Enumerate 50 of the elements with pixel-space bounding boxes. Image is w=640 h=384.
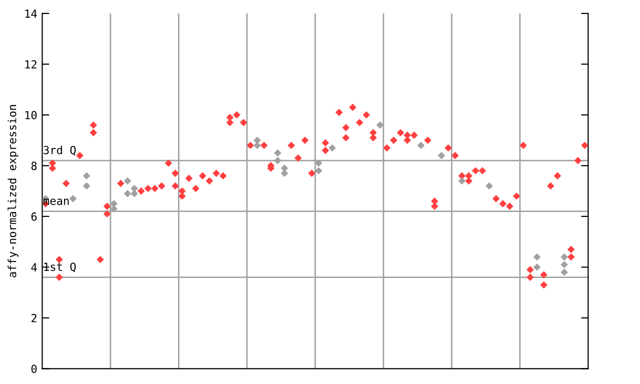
y-tick-label: 14 xyxy=(25,10,37,18)
point xyxy=(560,253,568,261)
y-tick-label: 12 xyxy=(25,60,36,68)
point xyxy=(110,205,118,212)
y-tick-label: 6 xyxy=(31,212,37,221)
point xyxy=(560,268,568,276)
point xyxy=(314,159,322,167)
point xyxy=(280,170,288,177)
y-tick-label: 8 xyxy=(31,162,37,170)
point xyxy=(82,182,90,190)
point xyxy=(370,134,377,142)
point xyxy=(56,274,63,281)
y-axis-title: affy-normalized expression xyxy=(8,105,18,278)
y-tick-label: 0 xyxy=(31,364,37,374)
point xyxy=(567,253,575,261)
point xyxy=(90,129,98,136)
point xyxy=(417,142,425,150)
point xyxy=(274,156,282,164)
point xyxy=(172,182,179,190)
point xyxy=(274,149,282,157)
point xyxy=(533,253,541,261)
point xyxy=(314,167,322,174)
point xyxy=(69,194,77,202)
point xyxy=(540,281,548,289)
y-tick-label: 4 xyxy=(31,263,37,272)
point xyxy=(560,260,568,268)
point xyxy=(48,159,56,167)
ref-line-label: mean xyxy=(44,198,69,206)
point xyxy=(533,263,541,271)
point xyxy=(486,182,493,190)
point xyxy=(254,142,261,150)
point xyxy=(124,177,132,185)
point xyxy=(110,200,118,208)
point xyxy=(342,134,350,142)
point xyxy=(458,177,466,185)
point xyxy=(322,146,330,154)
point xyxy=(124,190,132,198)
ref-line-label: 3rd Q xyxy=(44,146,76,156)
point xyxy=(404,136,411,144)
ref-line-label: 1st Q xyxy=(44,262,76,272)
point xyxy=(526,274,534,281)
y-tick-label: 2 xyxy=(32,314,36,322)
point xyxy=(376,121,384,129)
y-tick-label: 10 xyxy=(25,110,37,120)
point xyxy=(438,152,446,160)
point xyxy=(82,172,90,180)
point xyxy=(465,177,472,185)
point xyxy=(430,202,438,210)
point xyxy=(328,144,336,152)
point xyxy=(103,210,111,218)
